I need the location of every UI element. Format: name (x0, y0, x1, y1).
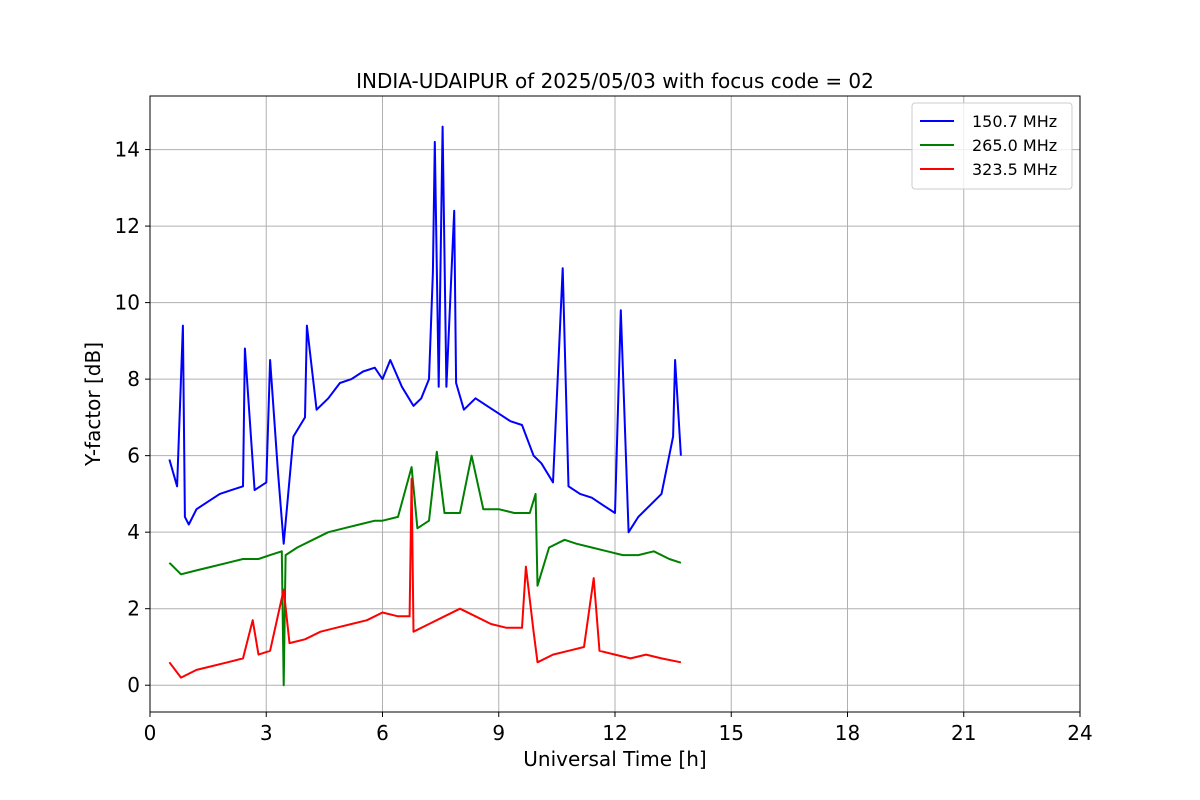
y-axis: 0 2 4 6 8 10 12 14 (115, 138, 150, 697)
series-line-1 (168, 125, 682, 545)
x-tick-label: 6 (376, 721, 389, 745)
x-axis-title: Universal Time [h] (523, 747, 706, 771)
legend-label: 265.0 MHz (972, 136, 1057, 155)
x-tick-label: 21 (951, 721, 976, 745)
series-layer (168, 125, 682, 687)
legend-label: 323.5 MHz (972, 160, 1057, 179)
x-tick-label: 9 (492, 721, 505, 745)
series-line-2 (168, 450, 682, 687)
x-tick-label: 3 (260, 721, 273, 745)
chart-title: INDIA-UDAIPUR of 2025/05/03 with focus c… (356, 69, 874, 93)
y-axis-title: Y-factor [dB] (81, 342, 105, 467)
x-tick-label: 15 (719, 721, 744, 745)
series-line-3 (168, 477, 682, 679)
y-tick-label: 2 (127, 597, 140, 621)
y-tick-label: 0 (127, 673, 140, 697)
legend: 150.7 MHz 265.0 MHz 323.5 MHz (911, 102, 1073, 190)
x-tick-label: 12 (602, 721, 627, 745)
y-tick-label: 6 (127, 444, 140, 468)
x-tick-label: 24 (1067, 721, 1092, 745)
y-tick-label: 14 (115, 138, 140, 162)
legend-box (911, 102, 1073, 190)
x-tick-label: 18 (835, 721, 860, 745)
x-tick-label: 0 (144, 721, 157, 745)
x-axis: 0 3 6 9 12 15 18 21 24 (144, 712, 1093, 745)
y-tick-label: 4 (127, 520, 140, 544)
y-tick-label: 10 (115, 291, 140, 315)
y-tick-label: 8 (127, 367, 140, 391)
y-tick-label: 12 (115, 214, 140, 238)
legend-label: 150.7 MHz (972, 112, 1057, 131)
